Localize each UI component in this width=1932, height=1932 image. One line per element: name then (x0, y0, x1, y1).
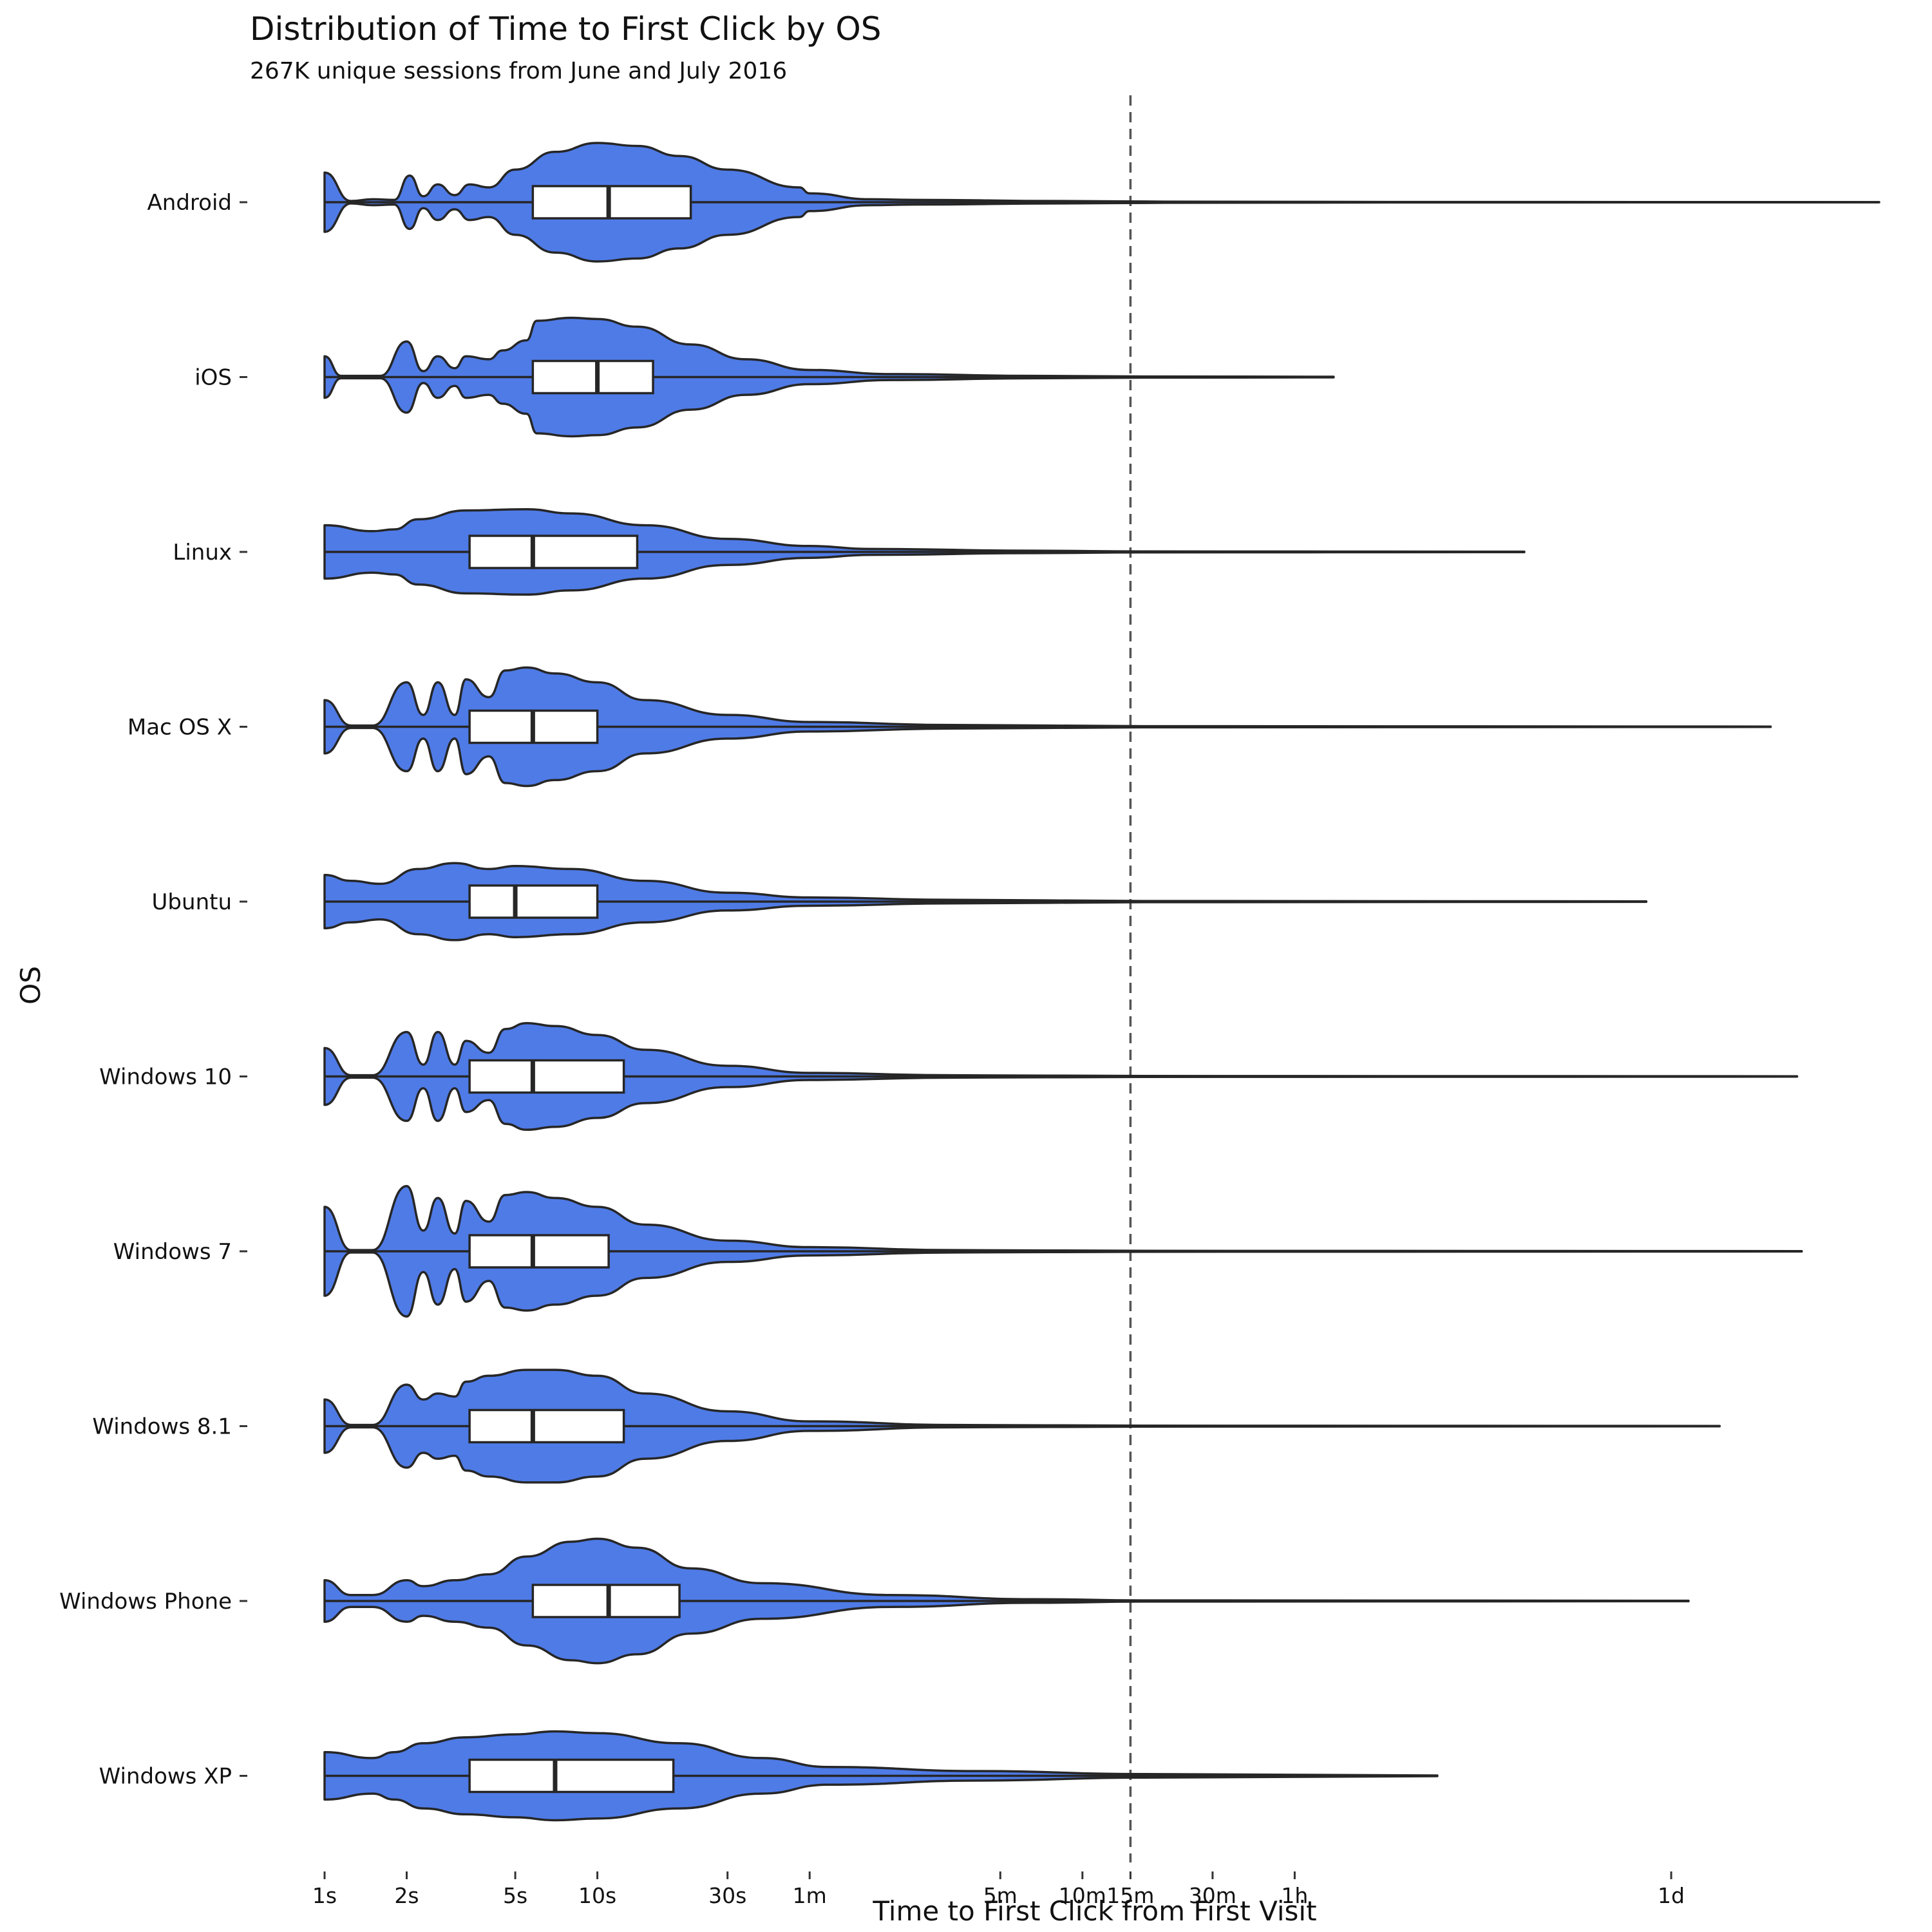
y-tick-label: Windows 10 (99, 1065, 232, 1090)
chart-subtitle: 267K unique sessions from June and July … (250, 58, 787, 84)
violin-windows-7 (323, 1185, 1803, 1318)
violin-group (323, 142, 1880, 1822)
box-iqr (531, 359, 654, 395)
violin-ios (323, 316, 1335, 438)
y-tick-label: Mac OS X (128, 715, 232, 741)
x-tick-label: 1m (793, 1883, 827, 1908)
box-iqr (468, 1059, 625, 1094)
violin-mac-os-x (323, 666, 1772, 788)
box-iqr (468, 1408, 625, 1444)
y-tick-label: Ubuntu (152, 889, 232, 915)
violin-windows-10 (323, 1021, 1799, 1132)
box-iqr (531, 1584, 681, 1618)
x-axis: 1s 2s 5s 10s 30s 1m 5m 10m 15m 30m 1h 1d (312, 1871, 1685, 1908)
box-iqr (468, 535, 639, 569)
x-tick-label: 5s (503, 1883, 527, 1908)
violin-android (323, 142, 1880, 263)
y-tick-label: Windows XP (99, 1764, 232, 1790)
box-iqr (468, 884, 599, 919)
x-tick-label: 30s (708, 1883, 746, 1908)
y-tick-label: Windows 8.1 (92, 1414, 232, 1440)
x-axis-title: Time to First Click from First Visit (872, 1895, 1316, 1927)
box-iqr (468, 1758, 675, 1794)
x-tick-label: 2s (394, 1883, 419, 1908)
y-tick-label: Linux (173, 540, 232, 565)
y-tick-label: Windows Phone (59, 1589, 232, 1615)
y-tick-label: iOS (194, 365, 232, 391)
y-axis: Android iOS Linux Mac OS X Ubuntu Windows 10 W… (59, 190, 247, 1790)
y-tick-label: Android (147, 190, 232, 216)
y-axis-title: OS (15, 966, 46, 1005)
violin-windows-8-1 (323, 1368, 1721, 1484)
box-iqr (468, 1234, 610, 1269)
x-tick-label: 30m (1189, 1883, 1236, 1908)
box-iqr (531, 185, 692, 220)
violin-windows-phone (323, 1537, 1690, 1665)
x-tick-label: 10m (1059, 1883, 1106, 1908)
x-tick-label: 1h (1281, 1883, 1308, 1908)
y-tick-label: Windows 7 (113, 1239, 232, 1265)
chart-title: Distribution of Time to First Click by O… (250, 10, 882, 48)
x-tick-label: 5m (983, 1883, 1018, 1908)
violin-linux (323, 508, 1526, 596)
violin-ubuntu (323, 862, 1648, 942)
x-tick-label: 15m (1106, 1883, 1154, 1908)
x-tick-label: 1s (312, 1883, 337, 1908)
violin-windows-xp (323, 1730, 1439, 1822)
x-tick-label: 10s (578, 1883, 616, 1908)
x-tick-label: 1d (1658, 1883, 1685, 1908)
